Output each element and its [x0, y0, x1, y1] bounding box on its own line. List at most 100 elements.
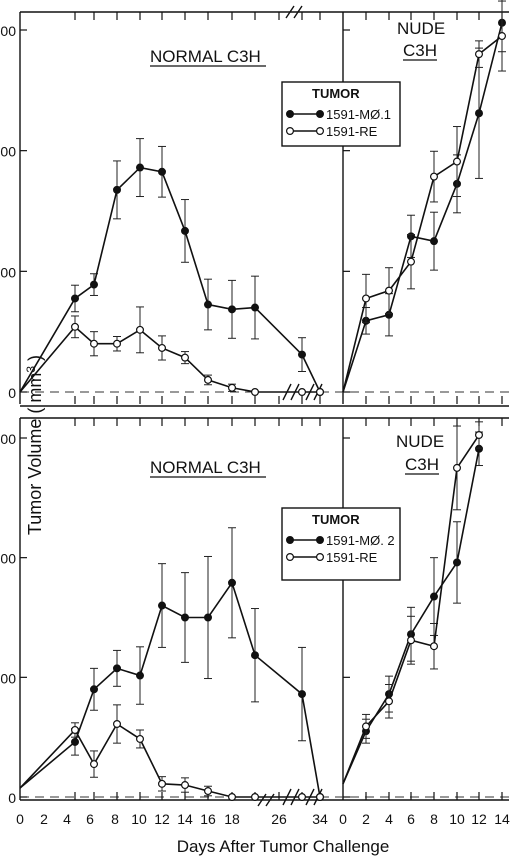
- x-tick-label: 6: [86, 811, 94, 827]
- x-tick-label: 14: [177, 811, 193, 827]
- legend-marker: [286, 126, 295, 135]
- series-line-left-filled: [19, 581, 321, 798]
- axis-break-mark: [265, 793, 275, 807]
- data-point-open: [112, 339, 121, 348]
- data-point-filled: [158, 601, 167, 610]
- data-point-open: [430, 172, 439, 181]
- data-point-open: [498, 32, 507, 41]
- y-tick-label: 400: [0, 144, 16, 160]
- data-point-open: [204, 787, 213, 796]
- data-point-filled: [136, 163, 145, 172]
- legend-marker: [286, 535, 295, 544]
- data-point-open: [89, 760, 98, 769]
- x-tick-label: 8: [111, 811, 119, 827]
- data-point-open: [70, 725, 79, 734]
- panel-bottom: 0 200 400 600 NORMAL C3H NUDE C3H TUMOR 1591-MØ.…: [0, 417, 509, 806]
- y-tick-label: 200: [0, 264, 16, 280]
- data-point-filled: [430, 592, 439, 601]
- panel-top: 0 200 400 600 NORMAL C3H NUDE C3H TUMOR 1591-MØ.…: [0, 0, 509, 407]
- legend-marker: [286, 109, 295, 118]
- legend-marker: [286, 552, 295, 561]
- data-point-open: [251, 388, 260, 397]
- nude-title-line1: NUDE: [397, 19, 445, 38]
- normal-c3h-title: NORMAL C3H: [150, 458, 261, 477]
- x-tick-label: 18: [224, 811, 240, 827]
- data-point-filled: [112, 185, 121, 194]
- series-line-right-open: [342, 35, 503, 393]
- data-point-filled: [70, 294, 79, 303]
- data-point-filled: [181, 226, 190, 235]
- x-tick-label: 34: [312, 811, 328, 827]
- data-point-open: [204, 375, 213, 384]
- data-point-open: [430, 642, 439, 651]
- x-tick-label: 14: [494, 811, 510, 827]
- data-point-filled: [89, 685, 98, 694]
- data-point-open: [181, 353, 190, 362]
- legend: TUMOR 1591-MØ.1 1591-RE: [281, 81, 401, 147]
- data-point-open: [475, 431, 484, 440]
- data-point-open: [453, 463, 462, 472]
- data-point-open: [298, 388, 307, 397]
- y-tick-label: 0: [8, 790, 16, 806]
- x-tick-label: 2: [40, 811, 48, 827]
- x-axis-label: Days After Tumor Challenge: [177, 837, 390, 856]
- y-tick-label: 400: [0, 551, 16, 567]
- data-point-open: [158, 779, 167, 788]
- data-point-filled: [89, 280, 98, 289]
- data-point-open: [158, 343, 167, 352]
- series-line-right-filled: [342, 22, 503, 393]
- x-tick-label: 16: [200, 811, 216, 827]
- x-tick-label: 4: [63, 811, 71, 827]
- normal-c3h-title: NORMAL C3H: [150, 47, 261, 66]
- data-point-filled: [430, 237, 439, 246]
- data-point-open: [362, 294, 371, 303]
- nude-title-line2: C3H: [405, 455, 439, 474]
- x-tick-label: 10: [131, 811, 147, 827]
- data-point-open: [316, 388, 325, 397]
- nude-title-line1: NUDE: [396, 432, 444, 451]
- legend: TUMOR 1591-MØ. 2 1591-RE: [281, 507, 401, 581]
- data-point-open: [251, 792, 260, 801]
- y-tick-label: 0: [8, 385, 16, 401]
- data-point-filled: [298, 690, 307, 699]
- y-axis-label: Tumor Volume ( mm3 ): [24, 355, 45, 535]
- data-point-open: [385, 697, 394, 706]
- y-tick-label: 200: [0, 670, 16, 686]
- data-point-filled: [251, 303, 260, 312]
- data-point-open: [70, 322, 79, 331]
- data-point-filled: [70, 737, 79, 746]
- data-point-open: [228, 792, 237, 801]
- x-tick-label: 6: [407, 811, 415, 827]
- x-tick-label: 8: [430, 811, 438, 827]
- data-point-filled: [158, 167, 167, 176]
- data-point-filled: [298, 350, 307, 359]
- x-tick-label: 26: [271, 811, 287, 827]
- data-point-open: [407, 636, 416, 645]
- axis-break-mark: [293, 5, 303, 19]
- data-point-open: [385, 286, 394, 295]
- legend-entry-label: 1591-RE: [326, 124, 378, 139]
- data-point-filled: [204, 613, 213, 622]
- data-point-open: [362, 722, 371, 731]
- data-point-open: [112, 720, 121, 729]
- data-point-open: [136, 325, 145, 334]
- data-point-filled: [181, 613, 190, 622]
- data-point-open: [89, 339, 98, 348]
- legend-title: TUMOR: [312, 86, 360, 101]
- data-point-filled: [251, 651, 260, 660]
- legend-box: [281, 507, 401, 581]
- legend-entry-label: 1591-MØ. 2: [326, 533, 395, 548]
- x-tick-label: 10: [449, 811, 465, 827]
- x-tick-label: 4: [385, 811, 393, 827]
- legend-marker: [316, 552, 325, 561]
- y-tick-label: 600: [0, 23, 16, 39]
- legend-marker: [316, 126, 325, 135]
- legend-entry-label: 1591-MØ.1: [326, 107, 391, 122]
- x-tick-label: 0: [339, 811, 347, 827]
- data-point-filled: [475, 109, 484, 118]
- legend-title: TUMOR: [312, 512, 360, 527]
- data-point-open: [181, 781, 190, 790]
- series-line-left-filled: [19, 166, 321, 393]
